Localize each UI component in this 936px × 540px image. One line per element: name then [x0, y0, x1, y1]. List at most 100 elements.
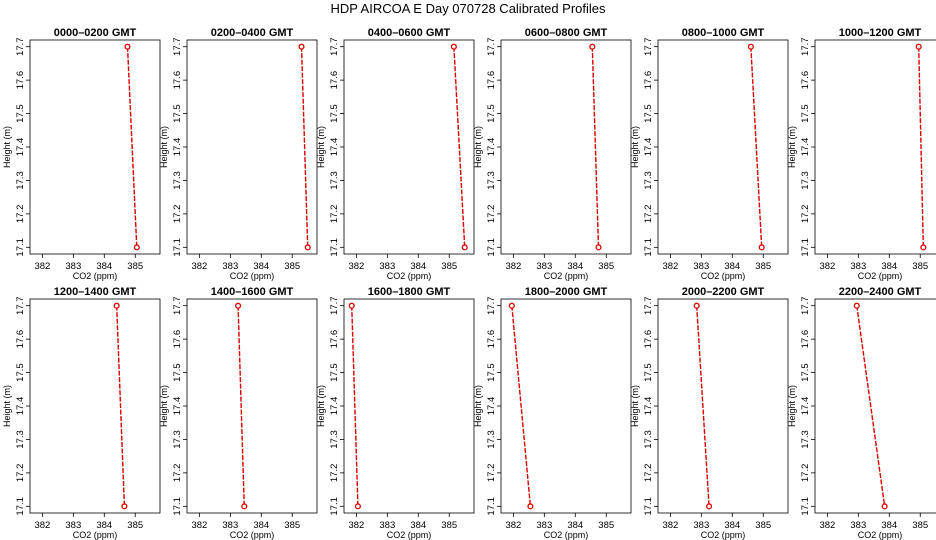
y-tick-label: 17.5: [329, 363, 340, 382]
panel-title: 1200–1400 GMT: [54, 286, 137, 298]
x-tick-label: 383: [850, 261, 866, 272]
x-tick-label: 384: [410, 261, 426, 272]
y-tick-label: 17.1: [643, 238, 654, 257]
y-tick-label: 17.1: [486, 238, 497, 257]
x-tick-label: 384: [881, 520, 897, 531]
panel-title: 1600–1800 GMT: [368, 286, 451, 298]
y-axis-label: Height (m): [316, 385, 326, 427]
panel-9: 1600–1800 GMT 382 383 384 385 17.1 17.2 17.3 17.…: [316, 286, 475, 540]
y-tick-label: 17.6: [800, 71, 811, 90]
y-tick-label: 17.4: [15, 138, 26, 157]
y-tick-label: 17.3: [329, 430, 340, 449]
x-tick-label: 382: [34, 261, 50, 272]
x-tick-label: 383: [850, 520, 866, 531]
panel-title: 2000–2200 GMT: [682, 286, 765, 298]
data-point: [354, 503, 361, 510]
y-axis-label: Height (m): [2, 126, 12, 168]
y-tick-label: 17.4: [486, 397, 497, 416]
x-tick-label: 385: [755, 520, 771, 531]
y-tick-label: 17.6: [329, 71, 340, 90]
y-tick-label: 17.5: [172, 104, 183, 123]
y-tick-label: 17.5: [643, 104, 654, 123]
panel-8: 1400–1600 GMT 382 383 384 385 17.1 17.2 17.3 17.…: [159, 286, 318, 540]
data-point: [853, 302, 860, 309]
y-axis-label: Height (m): [787, 126, 797, 168]
y-tick-label: 17.5: [329, 104, 340, 123]
y-axis-label: Height (m): [159, 126, 169, 168]
y-tick-label: 17.4: [329, 138, 340, 157]
plot-frame: [343, 39, 475, 255]
y-axis-label: Height (m): [473, 385, 483, 427]
profile-line: [917, 46, 925, 248]
x-tick-label: 384: [253, 520, 269, 531]
y-axis-label: Height (m): [2, 385, 12, 427]
y-tick-label: 17.2: [486, 205, 497, 224]
profile-line: [750, 46, 763, 248]
y-tick-label: 17.6: [15, 71, 26, 90]
y-tick-label: 17.1: [329, 497, 340, 516]
y-tick-label: 17.4: [800, 397, 811, 416]
panel-11: 2000–2200 GMT 382 383 384 385 17.1 17.2 17.3 17.…: [630, 286, 789, 540]
x-tick-label: 384: [96, 261, 112, 272]
y-tick-label: 17.5: [486, 363, 497, 382]
y-tick-label: 17.2: [329, 205, 340, 224]
data-point: [747, 43, 754, 50]
panel-12: 2200–2400 GMT 382 383 384 385 17.1 17.2 17.3 17.…: [787, 286, 936, 540]
data-point: [113, 302, 120, 309]
y-tick-label: 17.6: [643, 71, 654, 90]
panel-1: 0000–0200 GMT 382 383 384 385 17.1 17.2 17.3 17.…: [2, 27, 161, 281]
profile-line: [300, 46, 309, 248]
data-point: [589, 43, 596, 50]
y-tick-label: 17.7: [486, 37, 497, 56]
x-tick-label: 382: [348, 261, 364, 272]
plot-frame: [29, 298, 161, 514]
y-tick-label: 17.6: [172, 330, 183, 349]
y-tick-label: 17.7: [643, 296, 654, 315]
plot-frame: [657, 298, 789, 514]
y-tick-label: 17.7: [172, 37, 183, 56]
y-axis-label: Height (m): [787, 385, 797, 427]
y-tick-label: 17.5: [15, 104, 26, 123]
y-tick-label: 17.1: [800, 497, 811, 516]
plot-frame: [814, 39, 936, 255]
plot-frame: [186, 298, 318, 514]
x-axis-label: CO2 (ppm): [73, 530, 118, 540]
profile-line: [591, 46, 600, 248]
data-point: [235, 302, 242, 309]
profile-line: [695, 305, 710, 507]
x-tick-label: 384: [567, 520, 583, 531]
x-axis-label: CO2 (ppm): [701, 271, 746, 281]
x-tick-label: 383: [693, 520, 709, 531]
profile-line: [453, 46, 466, 248]
data-point: [124, 43, 131, 50]
y-tick-label: 17.1: [15, 238, 26, 257]
y-tick-label: 17.6: [172, 71, 183, 90]
x-tick-label: 384: [881, 261, 897, 272]
x-tick-label: 382: [819, 261, 835, 272]
panel-title: 1800–2000 GMT: [525, 286, 608, 298]
y-tick-label: 17.6: [15, 330, 26, 349]
y-tick-label: 17.5: [486, 104, 497, 123]
profile-line: [126, 46, 138, 248]
y-axis-label: Height (m): [630, 385, 640, 427]
y-tick-label: 17.1: [172, 497, 183, 516]
x-tick-label: 383: [222, 520, 238, 531]
x-tick-label: 384: [724, 261, 740, 272]
y-tick-label: 17.3: [643, 430, 654, 449]
x-axis-label: CO2 (ppm): [858, 271, 903, 281]
x-axis-label: CO2 (ppm): [73, 271, 118, 281]
y-tick-label: 17.1: [172, 238, 183, 257]
x-tick-label: 384: [724, 520, 740, 531]
y-tick-label: 17.2: [643, 205, 654, 224]
x-tick-label: 385: [284, 261, 300, 272]
plot-frame: [657, 39, 789, 255]
y-tick-label: 17.4: [329, 397, 340, 416]
y-tick-label: 17.7: [172, 296, 183, 315]
y-tick-label: 17.6: [486, 71, 497, 90]
y-tick-label: 17.2: [172, 205, 183, 224]
y-tick-label: 17.2: [800, 464, 811, 483]
x-tick-label: 385: [912, 520, 928, 531]
profile-line: [351, 305, 359, 507]
y-tick-label: 17.5: [800, 104, 811, 123]
data-point: [915, 43, 922, 50]
